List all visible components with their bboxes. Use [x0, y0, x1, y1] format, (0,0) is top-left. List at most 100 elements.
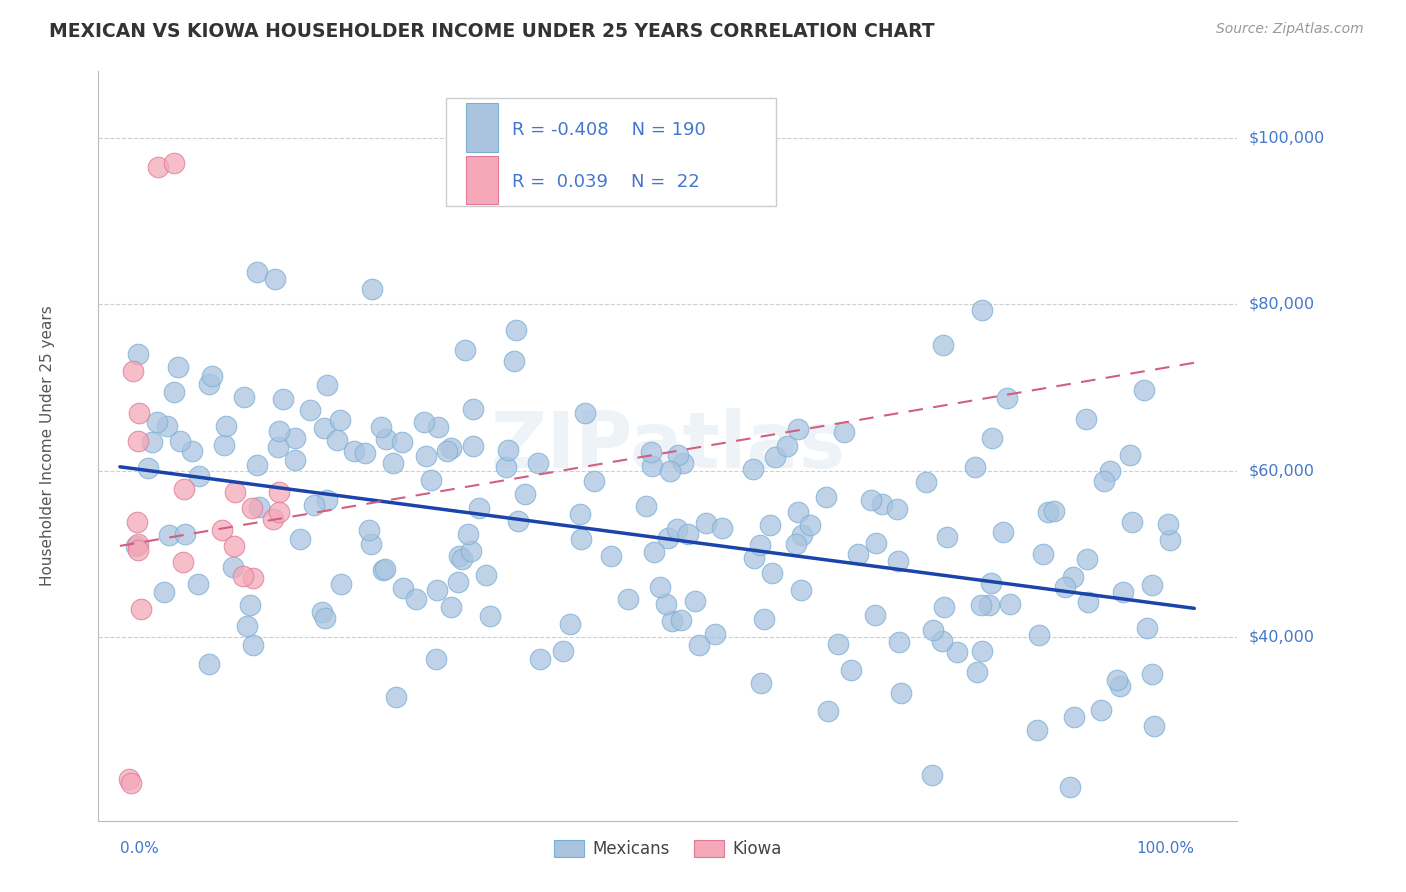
Point: [1059, 780, 1081, 795]
Point: [146, 415, 169, 429]
Point: [413, 416, 436, 430]
Point: [311, 605, 333, 619]
Point: [125, 539, 148, 553]
Point: [921, 623, 943, 637]
Text: $40,000: $40,000: [1249, 630, 1315, 645]
Text: ZIPatlas: ZIPatlas: [491, 408, 845, 484]
Text: 0.0%: 0.0%: [120, 841, 159, 856]
Point: [478, 608, 501, 623]
Point: [935, 530, 957, 544]
Point: [839, 663, 862, 677]
Point: [267, 485, 290, 500]
Point: [655, 597, 678, 611]
Point: [1076, 551, 1098, 566]
Point: [290, 532, 312, 546]
Point: [1140, 578, 1163, 592]
Point: [427, 420, 450, 434]
Point: [551, 643, 574, 657]
Point: [224, 484, 246, 499]
Point: [371, 563, 394, 577]
Point: [1053, 580, 1076, 594]
Point: [846, 548, 869, 562]
Point: [436, 444, 458, 458]
Point: [643, 545, 665, 559]
Point: [966, 665, 988, 679]
Point: [970, 599, 993, 613]
Point: [222, 560, 245, 574]
Point: [931, 634, 953, 648]
Point: [454, 343, 477, 357]
Point: [921, 768, 943, 782]
Point: [749, 538, 772, 552]
Point: [284, 453, 307, 467]
Point: [129, 602, 152, 616]
Point: [461, 439, 484, 453]
Point: [665, 522, 688, 536]
Point: [1112, 585, 1135, 599]
Text: MEXICAN VS KIOWA HOUSEHOLDER INCOME UNDER 25 YEARS CORRELATION CHART: MEXICAN VS KIOWA HOUSEHOLDER INCOME UNDE…: [49, 22, 935, 41]
Point: [197, 657, 219, 672]
Point: [187, 577, 209, 591]
Point: [1136, 622, 1159, 636]
Point: [136, 461, 159, 475]
Point: [468, 500, 491, 515]
Point: [741, 462, 763, 476]
Point: [329, 577, 352, 591]
Point: [993, 524, 1015, 539]
Point: [506, 514, 529, 528]
Point: [235, 618, 257, 632]
Point: [527, 456, 550, 470]
Point: [495, 459, 517, 474]
Point: [316, 377, 339, 392]
Point: [690, 153, 713, 168]
Text: R =  0.039    N =  22: R = 0.039 N = 22: [512, 173, 700, 191]
Point: [752, 612, 775, 626]
Point: [1043, 504, 1066, 518]
Point: [640, 445, 662, 459]
Text: Householder Income Under 25 years: Householder Income Under 25 years: [39, 306, 55, 586]
Point: [683, 594, 706, 608]
Bar: [467, 103, 498, 152]
Point: [239, 598, 262, 612]
Point: [172, 555, 194, 569]
Point: [1157, 517, 1180, 532]
Point: [814, 491, 837, 505]
Point: [384, 690, 406, 705]
Point: [267, 505, 290, 519]
Point: [167, 359, 190, 374]
Point: [970, 302, 993, 317]
Point: [162, 384, 184, 399]
Point: [457, 527, 479, 541]
Point: [776, 439, 799, 453]
Point: [224, 539, 246, 553]
Point: [117, 772, 139, 786]
Text: R = -0.408    N = 190: R = -0.408 N = 190: [512, 120, 706, 139]
Point: [316, 493, 339, 508]
Point: [127, 537, 149, 551]
Point: [329, 413, 352, 427]
Point: [271, 392, 294, 406]
Point: [312, 421, 335, 435]
Point: [232, 569, 254, 583]
Point: [832, 425, 855, 440]
Point: [979, 598, 1001, 612]
Point: [374, 562, 396, 576]
Point: [1028, 628, 1050, 642]
Point: [496, 442, 519, 457]
Point: [634, 499, 657, 513]
Point: [890, 686, 912, 700]
Point: [574, 406, 596, 420]
Point: [475, 567, 498, 582]
Point: [262, 512, 284, 526]
Text: $80,000: $80,000: [1249, 297, 1315, 312]
Point: [1140, 666, 1163, 681]
Point: [672, 456, 695, 470]
Point: [669, 613, 692, 627]
Point: [162, 156, 184, 170]
Point: [326, 433, 349, 447]
Text: 100.0%: 100.0%: [1136, 841, 1194, 856]
Point: [169, 434, 191, 448]
Point: [915, 475, 938, 489]
Point: [1159, 533, 1181, 548]
Point: [695, 516, 717, 530]
